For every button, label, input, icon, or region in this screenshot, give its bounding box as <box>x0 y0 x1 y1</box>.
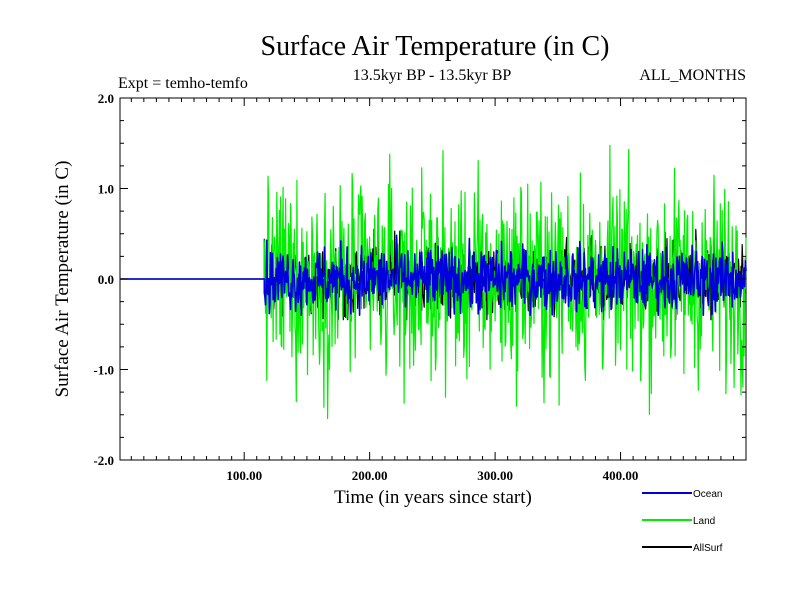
series-line-ocean <box>120 234 747 317</box>
chart-subtitle-center: 13.5kyr BP - 13.5kyr BP <box>353 67 512 84</box>
x-tick-label: 400.00 <box>603 468 639 483</box>
y-tick-label: 0.0 <box>98 272 114 287</box>
y-tick-label: 1.0 <box>98 182 114 197</box>
x-tick-label: 100.00 <box>226 468 262 483</box>
x-tick-label: 300.00 <box>477 468 513 483</box>
legend: Ocean Land AllSurf <box>642 489 723 554</box>
legend-label-allsurf: AllSurf <box>693 543 723 554</box>
legend-label-land: Land <box>693 516 715 527</box>
y-tick-label: -1.0 <box>93 363 114 378</box>
x-tick-label: 200.00 <box>352 468 388 483</box>
y-tick-label: 2.0 <box>98 91 114 106</box>
chart-subtitle-right: ALL_MONTHS <box>639 67 746 84</box>
tick-layer: 2.0 1.0 0.0 -1.0 -2.0 100.00 200.00 300.00 400.0… <box>93 91 746 483</box>
x-axis-label: Time (in years since start) <box>334 487 532 508</box>
y-axis-label: Surface Air Temperature (in C) <box>52 161 73 398</box>
legend-label-ocean: Ocean <box>693 489 722 500</box>
y-tick-label: -2.0 <box>93 453 114 468</box>
chart-title: Surface Air Temperature (in C) <box>261 31 610 62</box>
series-line-land <box>120 144 747 420</box>
chart-subtitle-left: Expt = temho-temfo <box>118 75 248 92</box>
series-layer <box>120 144 747 420</box>
